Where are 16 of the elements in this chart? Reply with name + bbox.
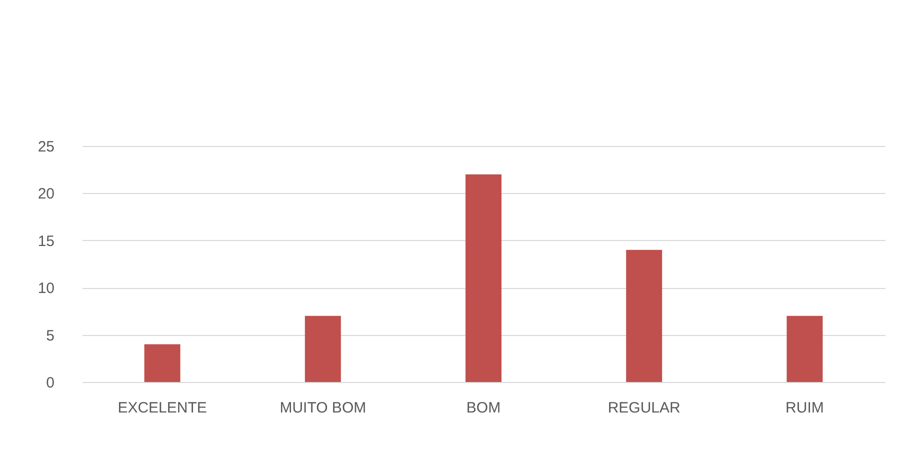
bar (466, 174, 502, 382)
x-tick-label: MUITO BOM (280, 400, 366, 416)
x-tick-label: BOM (466, 400, 501, 416)
x-tick-label: REGULAR (608, 400, 681, 416)
y-tick-label: 25 (38, 138, 54, 156)
y-tick-label: 20 (38, 186, 54, 203)
x-tick-label: EXCELENTE (118, 400, 207, 416)
y-tick-label: 0 (46, 374, 54, 392)
bar (626, 250, 662, 382)
bar (786, 316, 823, 382)
y-tick-label: 10 (38, 280, 54, 298)
x-tick-label: RUIM (786, 400, 824, 416)
y-tick-label: 15 (38, 232, 54, 250)
y-tick-label: 5 (46, 327, 54, 344)
bar (144, 344, 180, 382)
bar (304, 316, 341, 382)
